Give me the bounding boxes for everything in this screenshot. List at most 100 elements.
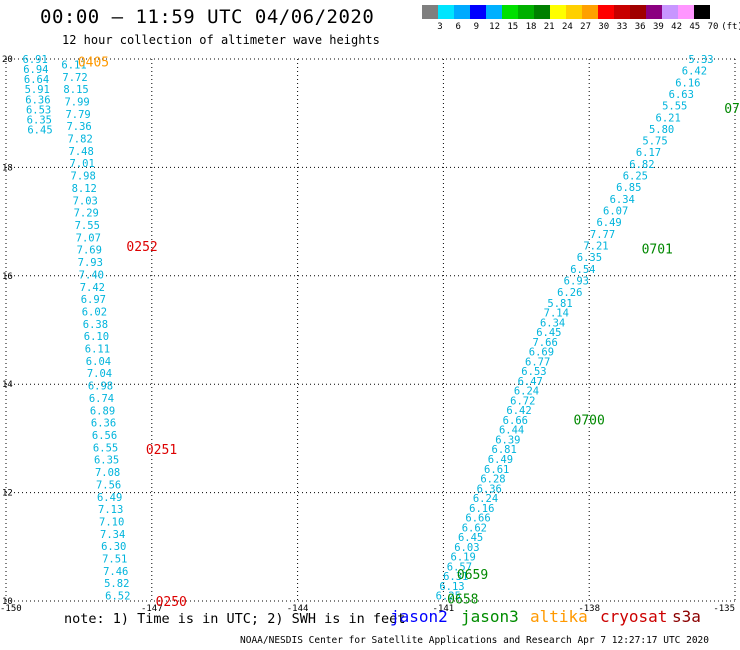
color-swatch [454, 5, 470, 19]
wave-height-value: 6.82 [629, 159, 654, 171]
wave-height-value: 7.34 [100, 529, 125, 541]
wave-height-value: 5.75 [642, 136, 667, 148]
color-swatch [470, 5, 486, 19]
wave-height-value: 7.55 [75, 220, 100, 232]
y-tick-label: 10 [2, 597, 13, 607]
color-scale-label: 3 [437, 22, 443, 32]
wave-height-value: 6.56 [92, 430, 117, 442]
x-tick-label: -138 [578, 604, 600, 614]
wave-height-value: 7.48 [69, 146, 94, 158]
color-scale-label: 12 [489, 22, 501, 32]
wave-height-value: 6.25 [623, 171, 648, 183]
wave-height-value: 6.54 [570, 264, 595, 276]
color-swatch [678, 5, 694, 19]
wave-height-value: 7.29 [74, 208, 99, 220]
wave-height-value: 5.33 [688, 54, 713, 66]
color-swatch [534, 5, 550, 19]
wave-height-value: 7.69 [77, 245, 102, 257]
wave-height-value: 6.31 [443, 571, 468, 583]
wave-height-value: 7.46 [103, 566, 128, 578]
wave-height-value: 6.04 [86, 356, 111, 368]
wave-height-value: 7.51 [102, 554, 127, 566]
wave-height-value: 6.13 [439, 581, 464, 593]
wave-height-value: 6.38 [83, 319, 108, 331]
wave-height-value: 7.82 [67, 134, 92, 146]
wave-height-value: 6.03 [454, 542, 479, 554]
color-swatch [550, 5, 566, 19]
wave-height-value: 6.35 [577, 252, 602, 264]
color-scale-label: 21 [543, 22, 555, 32]
color-scale-label: 9 [473, 22, 480, 32]
color-swatch [598, 5, 614, 19]
wave-height-value: 6.02 [82, 306, 107, 318]
wave-height-value: 6.49 [97, 492, 122, 504]
y-tick-label: 14 [2, 380, 13, 390]
wave-height-value: 7.72 [62, 72, 87, 84]
wave-height-value: 7.04 [87, 368, 112, 380]
wave-height-value: 6.30 [101, 541, 126, 553]
wave-height-value: 6.26 [557, 287, 582, 299]
wave-height-value: 5.55 [662, 101, 687, 113]
wave-height-value: 6.81 [492, 444, 517, 456]
wave-height-value: 7.56 [96, 479, 121, 491]
x-tick-label: -150 [0, 604, 22, 614]
wave-height-value: 6.63 [669, 89, 694, 101]
color-swatch [502, 5, 518, 19]
wave-height-value: 6.16 [469, 503, 494, 515]
color-swatch [646, 5, 662, 19]
color-scale-label: 18 [525, 22, 537, 32]
wave-height-value: 6.24 [473, 493, 498, 505]
wave-height-value: 7.98 [71, 171, 96, 183]
y-tick-label: 16 [2, 272, 13, 282]
color-scale-label: 45 [689, 22, 701, 32]
wave-height-value: 6.25 [436, 591, 461, 603]
pass-time-label: 0701 [642, 243, 673, 258]
wave-height-value: 6.94 [23, 64, 48, 76]
wave-height-value: 6.62 [462, 522, 487, 534]
wave-height-value: 6.34 [540, 317, 565, 329]
wave-height-value: 6.66 [503, 415, 528, 427]
wave-height-value: 6.45 [536, 327, 561, 339]
color-swatch [694, 5, 710, 19]
satellite-label-s3a: s3a [672, 607, 701, 626]
wave-height-value: 7.07 [76, 232, 101, 244]
y-tick-label: 18 [2, 163, 13, 173]
satellite-label-altika: altika [530, 607, 588, 626]
wave-height-value: 7.14 [544, 308, 569, 320]
wave-height-value: 7.03 [73, 195, 98, 207]
wave-height-value: 6.36 [91, 418, 116, 430]
wave-height-value: 6.28 [480, 474, 505, 486]
wave-height-value: 6.69 [529, 347, 554, 359]
color-swatch [614, 5, 630, 19]
pass-time-label: 0658 [447, 592, 478, 607]
color-scale-label: 6 [455, 22, 461, 32]
wave-height-value: 6.74 [89, 393, 114, 405]
wave-height-value: 6.11 [85, 344, 110, 356]
color-swatch [438, 5, 454, 19]
wave-height-value: 6.07 [603, 205, 628, 217]
wave-height-value: 7.79 [65, 109, 90, 121]
pass-time-label: 0659 [457, 568, 488, 583]
wave-height-value: 6.24 [514, 386, 539, 398]
wave-height-value: 6.61 [484, 464, 509, 476]
wave-height-value: 6.42 [682, 66, 707, 78]
color-scale-bar [422, 5, 710, 19]
satellite-label-jason2: jason2 [390, 607, 448, 626]
wave-height-value: 7.42 [80, 282, 105, 294]
pass-time-label: 0250 [156, 595, 187, 610]
color-scale-label: 24 [561, 22, 573, 32]
x-tick-label: -135 [713, 604, 735, 614]
wave-height-value: 7.36 [66, 121, 91, 133]
color-scale-label: 39 [652, 22, 664, 32]
wave-height-value: 6.57 [447, 561, 472, 573]
satellite-label-jason3: jason3 [461, 607, 519, 626]
wave-height-value: 6.44 [499, 425, 524, 437]
wave-height-value: 6.89 [90, 405, 115, 417]
color-scale-label: 27 [580, 22, 592, 32]
wave-height-value: 6.53 [521, 366, 546, 378]
wave-height-value: 7.10 [99, 516, 124, 528]
color-swatch [662, 5, 678, 19]
wave-height-value: 6.47 [518, 376, 543, 388]
